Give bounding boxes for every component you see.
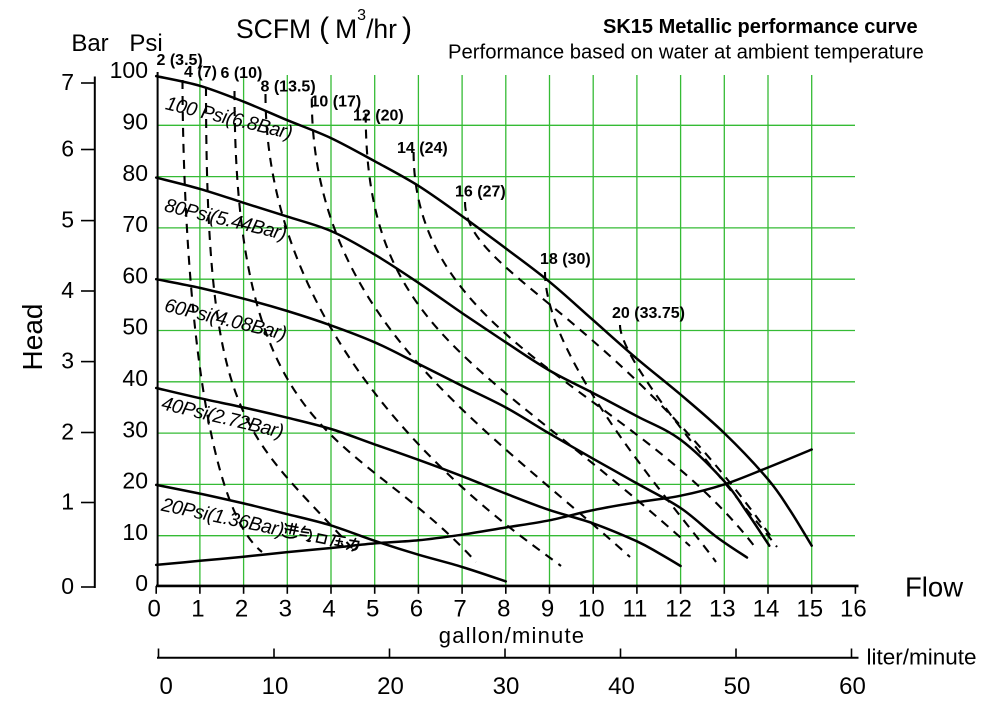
svg-text:liter/minute: liter/minute xyxy=(867,645,977,670)
svg-text:16 (27): 16 (27) xyxy=(455,184,506,201)
svg-text:6: 6 xyxy=(410,596,423,623)
svg-text:20 (33.75): 20 (33.75) xyxy=(612,305,685,322)
svg-text:50: 50 xyxy=(724,673,751,700)
svg-text:4 (7): 4 (7) xyxy=(184,64,217,81)
svg-text:1: 1 xyxy=(191,596,204,623)
svg-text:Performance based on water at: Performance based on water at ambient te… xyxy=(448,42,924,64)
svg-text:3: 3 xyxy=(61,348,74,374)
svg-text:10: 10 xyxy=(262,673,289,700)
svg-text:1: 1 xyxy=(61,489,74,515)
svg-text:0: 0 xyxy=(135,570,148,596)
svg-text:14: 14 xyxy=(753,596,780,623)
svg-text:12 (20): 12 (20) xyxy=(353,108,404,125)
svg-text:6: 6 xyxy=(61,136,74,162)
svg-text:Head: Head xyxy=(17,304,48,371)
svg-text:40: 40 xyxy=(608,673,635,700)
svg-text:11: 11 xyxy=(622,596,647,623)
svg-text:40: 40 xyxy=(122,365,148,391)
svg-text:2: 2 xyxy=(61,419,74,445)
svg-text:gallon/minute: gallon/minute xyxy=(439,623,585,648)
svg-text:60: 60 xyxy=(122,262,148,288)
svg-text:16: 16 xyxy=(840,596,867,623)
svg-text:20: 20 xyxy=(377,673,404,700)
svg-text:70: 70 xyxy=(122,211,148,237)
svg-text:3: 3 xyxy=(279,596,292,623)
svg-text:30: 30 xyxy=(122,416,148,442)
svg-text:Bar: Bar xyxy=(71,30,108,57)
svg-text:2 (3.5): 2 (3.5) xyxy=(157,52,203,69)
svg-text:4: 4 xyxy=(322,596,335,623)
svg-text:8: 8 xyxy=(497,596,510,623)
svg-text:SK15 Metallic performance curv: SK15 Metallic performance curve xyxy=(603,16,918,38)
svg-text:20: 20 xyxy=(122,468,148,494)
svg-text:SCFM(M3/hr): SCFM(M3/hr) xyxy=(236,7,412,45)
svg-text:100: 100 xyxy=(110,57,148,83)
svg-text:0: 0 xyxy=(61,573,74,599)
svg-text:30: 30 xyxy=(493,673,520,700)
svg-text:10: 10 xyxy=(122,519,148,545)
svg-text:5: 5 xyxy=(366,596,379,623)
svg-text:Psi: Psi xyxy=(129,30,162,57)
svg-text:90: 90 xyxy=(122,109,148,135)
svg-text:Flow: Flow xyxy=(905,572,963,603)
svg-text:80: 80 xyxy=(122,160,148,186)
svg-text:4: 4 xyxy=(61,277,74,303)
svg-text:0: 0 xyxy=(160,673,173,700)
svg-text:15: 15 xyxy=(796,596,823,623)
svg-text:12: 12 xyxy=(665,596,692,623)
svg-text:50: 50 xyxy=(122,314,148,340)
svg-text:0: 0 xyxy=(148,596,161,623)
svg-text:60: 60 xyxy=(839,673,866,700)
svg-text:6 (10): 6 (10) xyxy=(221,65,263,82)
svg-text:10: 10 xyxy=(578,596,605,623)
svg-text:14 (24): 14 (24) xyxy=(397,140,448,157)
svg-text:18 (30): 18 (30) xyxy=(540,251,591,268)
svg-text:7: 7 xyxy=(453,596,466,623)
svg-text:5: 5 xyxy=(61,207,74,233)
svg-text:13: 13 xyxy=(709,596,736,623)
svg-text:10 (17): 10 (17) xyxy=(311,94,362,111)
svg-text:9: 9 xyxy=(541,596,554,623)
svg-text:8 (13.5): 8 (13.5) xyxy=(261,78,316,95)
svg-text:7: 7 xyxy=(61,69,74,95)
svg-text:2: 2 xyxy=(235,596,248,623)
